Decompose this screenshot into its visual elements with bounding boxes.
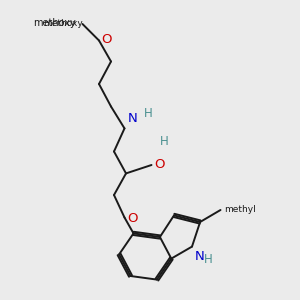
Text: O: O [128, 212, 138, 225]
Text: N: N [195, 250, 205, 263]
Text: H: H [203, 253, 212, 266]
Text: H: H [160, 135, 169, 148]
Text: O: O [101, 33, 112, 46]
Text: N: N [128, 112, 138, 125]
Text: methoxy: methoxy [33, 17, 76, 28]
Text: H: H [144, 107, 153, 120]
Text: methyl: methyl [224, 205, 256, 214]
Text: methoxy: methoxy [43, 19, 82, 28]
Text: O: O [154, 158, 164, 171]
